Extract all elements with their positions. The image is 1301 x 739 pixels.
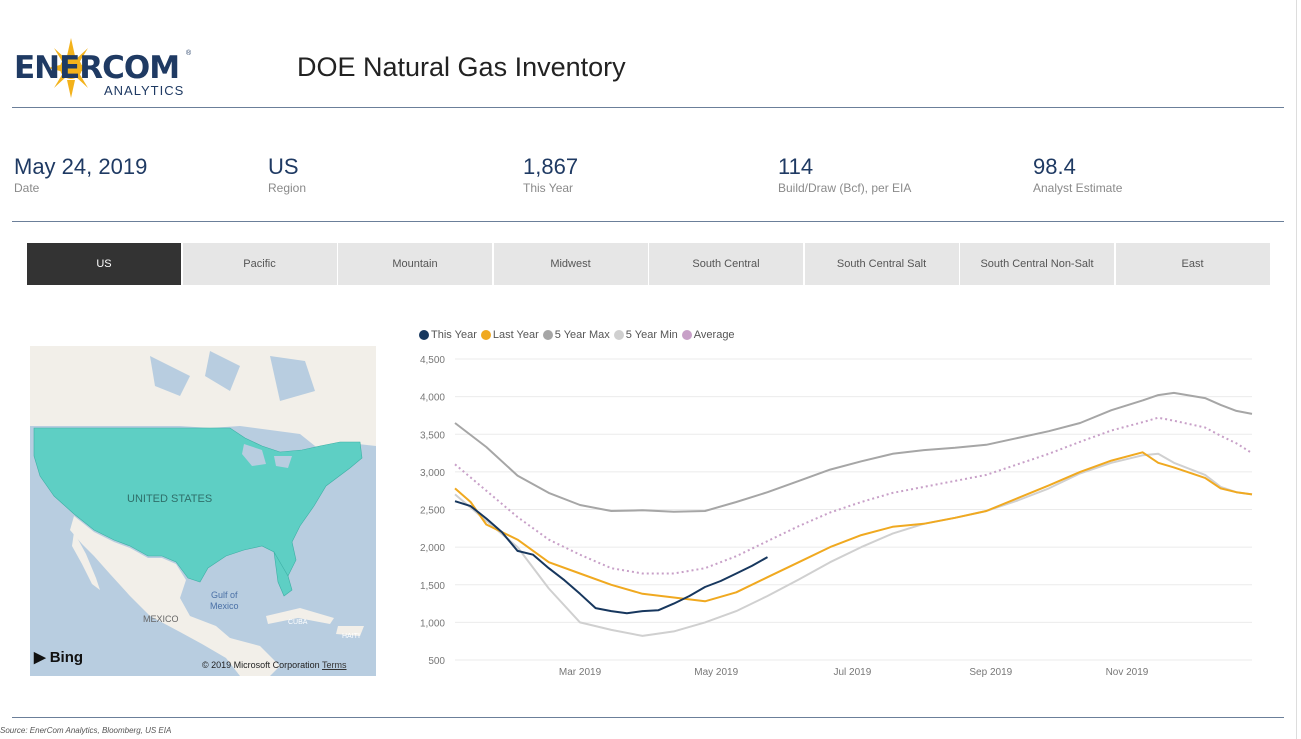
map-copyright-text: © 2019 Microsoft Corporation <box>202 660 320 670</box>
tab-south-central-salt[interactable]: South Central Salt <box>804 243 959 285</box>
header-divider <box>12 107 1284 108</box>
legend-item[interactable]: Average <box>681 329 735 341</box>
map-label-united-states: UNITED STATES <box>127 493 213 505</box>
kpi-label: Build/Draw (Bcf), per EIA <box>778 181 912 195</box>
kpi-value: US <box>268 154 299 179</box>
y-tick-label: 2,500 <box>420 506 445 517</box>
kpi-divider <box>12 221 1284 222</box>
kpi-value: 114 <box>778 154 814 179</box>
map-label-cuba: CUBA <box>288 619 308 626</box>
y-tick-label: 2,000 <box>420 543 445 554</box>
logo-subtitle: ANALYTICS <box>104 83 185 98</box>
bing-logo: ▶ Bing <box>34 648 83 666</box>
legend-label: Last Year <box>492 329 539 341</box>
legend-marker <box>480 330 491 340</box>
y-tick-label: 4,000 <box>420 393 445 404</box>
kpi-label: This Year <box>523 181 574 195</box>
y-tick-label: 4,500 <box>420 355 445 366</box>
legend-marker <box>613 330 624 340</box>
logo-registered-mark: ® <box>186 50 192 57</box>
kpi-label: Date <box>14 181 40 195</box>
enercom-logo: ENERCOM ® ANALYTICS <box>12 38 202 102</box>
series-line-average[interactable] <box>454 416 1253 575</box>
kpi-analyst-estimate: 98.4 Analyst Estimate <box>1033 154 1122 195</box>
x-tick-label: Jul 2019 <box>833 667 871 678</box>
page-title: DOE Natural Gas Inventory <box>297 52 626 82</box>
legend-label: 5 Year Min <box>625 329 678 341</box>
y-tick-label: 500 <box>428 656 445 667</box>
chart-legend: This Year Last Year 5 Year Max 5 Year Min Av… <box>419 329 739 341</box>
y-tick-label: 3,000 <box>420 468 445 479</box>
legend-label: This Year <box>431 329 477 341</box>
map-label-gulf-line1: Gulf of <box>211 590 238 600</box>
kpi-value: May 24, 2019 <box>14 154 148 179</box>
x-tick-label: May 2019 <box>694 667 738 678</box>
series-line-5-year-max[interactable] <box>454 391 1253 513</box>
kpi-value: 1,867 <box>523 154 579 179</box>
series-line-last-year[interactable] <box>454 451 1253 603</box>
tab-mountain[interactable]: Mountain <box>338 243 492 285</box>
bing-label: Bing <box>49 649 84 666</box>
legend-marker <box>419 330 429 340</box>
legend-item[interactable]: 5 Year Min <box>613 329 678 341</box>
y-tick-label: 1,500 <box>420 581 445 592</box>
y-tick-label: 3,500 <box>420 430 445 441</box>
sun-icon <box>48 38 94 98</box>
map-label-gulf-line2: Mexico <box>210 601 239 611</box>
kpi-date: May 24, 2019 Date <box>14 154 147 195</box>
kpi-this-year: 1,867 This Year <box>523 154 578 195</box>
legend-marker <box>542 330 553 340</box>
legend-label: 5 Year Max <box>554 329 610 341</box>
series-line-5-year-min[interactable] <box>454 452 1253 637</box>
map-graphic <box>30 346 376 676</box>
series-line-this-year[interactable] <box>454 500 768 615</box>
x-tick-label: Mar 2019 <box>559 667 602 678</box>
kpi-build-draw: 114 Build/Draw (Bcf), per EIA <box>778 154 911 195</box>
map-label-haiti: HAITI <box>342 633 360 640</box>
bing-icon: ▶ <box>34 649 46 666</box>
map-label-mexico: MEXICO <box>143 614 179 624</box>
kpi-label: Region <box>268 181 307 195</box>
kpi-label: Analyst Estimate <box>1033 181 1123 195</box>
legend-label: Average <box>693 329 735 341</box>
region-tabs: US Pacific Mountain Midwest South Centra… <box>27 243 1271 285</box>
kpi-region: US Region <box>268 154 306 195</box>
legend-item[interactable]: Last Year <box>480 329 539 341</box>
tab-south-central[interactable]: South Central <box>649 243 803 285</box>
map-terms-link[interactable]: Terms <box>322 660 347 670</box>
page-right-border <box>1296 0 1297 739</box>
logo-wordmark: ENERCOM <box>14 50 180 86</box>
tab-east[interactable]: East <box>1115 243 1270 285</box>
inventory-line-chart: 500 1,000 1,500 2,000 2,500 3,000 3,500 4,000 4,… <box>420 355 1253 678</box>
region-map[interactable]: UNITED STATES Gulf of Mexico MEXICO CUBA… <box>30 346 376 676</box>
map-copyright: © 2019 Microsoft Corporation Terms <box>202 660 347 670</box>
legend-item[interactable]: This Year <box>419 329 477 341</box>
x-tick-label: Sep 2019 <box>969 667 1012 678</box>
tab-pacific[interactable]: Pacific <box>182 243 337 285</box>
legend-marker <box>681 330 692 340</box>
tab-midwest[interactable]: Midwest <box>493 243 648 285</box>
kpi-value: 98.4 <box>1033 154 1076 179</box>
map-label-gulf: Gulf of Mexico <box>210 590 239 612</box>
legend-item[interactable]: 5 Year Max <box>542 329 610 341</box>
tab-south-central-non-salt[interactable]: South Central Non-Salt <box>960 243 1114 285</box>
x-tick-label: Nov 2019 <box>1106 667 1149 678</box>
tab-us[interactable]: US <box>27 243 181 285</box>
footer-divider <box>12 717 1284 718</box>
y-tick-label: 1,000 <box>420 618 445 629</box>
source-note: Source: EnerCom Analytics, Bloomberg, US… <box>0 726 172 735</box>
